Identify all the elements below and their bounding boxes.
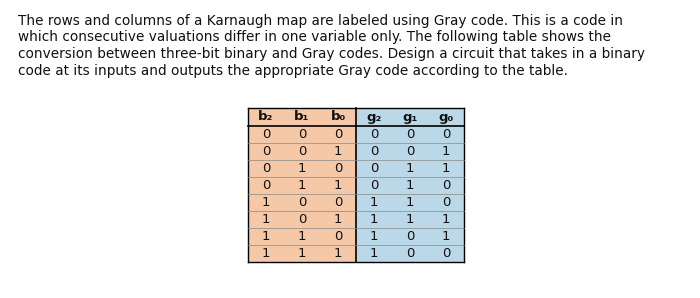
Text: 0: 0 — [442, 196, 450, 209]
Text: 1: 1 — [370, 196, 378, 209]
Text: 1: 1 — [442, 145, 450, 158]
Text: 1: 1 — [370, 213, 378, 226]
Text: 1: 1 — [334, 179, 342, 192]
Text: 0: 0 — [334, 196, 342, 209]
Text: 0: 0 — [370, 145, 378, 158]
Text: g₂: g₂ — [366, 111, 382, 123]
Text: 0: 0 — [406, 145, 414, 158]
Text: 1: 1 — [334, 247, 342, 260]
Text: 1: 1 — [406, 162, 414, 175]
Text: 1: 1 — [334, 213, 342, 226]
Text: 1: 1 — [262, 230, 270, 243]
Text: 0: 0 — [370, 128, 378, 141]
Text: conversion between three-bit binary and Gray codes. Design a circuit that takes : conversion between three-bit binary and … — [18, 47, 645, 61]
Text: 0: 0 — [298, 145, 306, 158]
Text: 0: 0 — [262, 162, 270, 175]
Text: 0: 0 — [334, 162, 342, 175]
Text: 1: 1 — [370, 230, 378, 243]
Bar — [248, 108, 356, 262]
Text: The rows and columns of a Karnaugh map are labeled using Gray code. This is a co: The rows and columns of a Karnaugh map a… — [18, 14, 623, 28]
Text: 0: 0 — [406, 247, 414, 260]
Text: 0: 0 — [442, 128, 450, 141]
Text: g₁: g₁ — [402, 111, 418, 123]
Text: 0: 0 — [370, 162, 378, 175]
Text: 0: 0 — [298, 196, 306, 209]
Text: 0: 0 — [442, 247, 450, 260]
Bar — [356, 108, 464, 262]
Text: b₀: b₀ — [330, 111, 346, 123]
Text: 0: 0 — [370, 179, 378, 192]
Text: b₁: b₁ — [294, 111, 309, 123]
Text: 0: 0 — [406, 230, 414, 243]
Text: g₀: g₀ — [438, 111, 454, 123]
Text: 0: 0 — [406, 128, 414, 141]
Text: which consecutive valuations differ in one variable only. The following table sh: which consecutive valuations differ in o… — [18, 30, 611, 44]
Text: 1: 1 — [406, 213, 414, 226]
Text: 0: 0 — [262, 179, 270, 192]
Text: 0: 0 — [298, 128, 306, 141]
Text: 1: 1 — [406, 196, 414, 209]
Text: 1: 1 — [298, 230, 307, 243]
Text: 0: 0 — [334, 128, 342, 141]
Text: 1: 1 — [442, 162, 450, 175]
Text: 0: 0 — [334, 230, 342, 243]
Text: b₂: b₂ — [258, 111, 274, 123]
Text: 1: 1 — [298, 179, 307, 192]
Text: 0: 0 — [298, 213, 306, 226]
Text: 1: 1 — [442, 213, 450, 226]
Text: 1: 1 — [262, 213, 270, 226]
Text: 1: 1 — [262, 247, 270, 260]
Text: code at its inputs and outputs the appropriate Gray code according to the table.: code at its inputs and outputs the appro… — [18, 63, 568, 77]
Text: 0: 0 — [262, 145, 270, 158]
Text: 1: 1 — [442, 230, 450, 243]
Text: 0: 0 — [442, 179, 450, 192]
Text: 1: 1 — [370, 247, 378, 260]
Text: 0: 0 — [262, 128, 270, 141]
Text: 1: 1 — [298, 162, 307, 175]
Text: 1: 1 — [406, 179, 414, 192]
Text: 1: 1 — [334, 145, 342, 158]
Text: 1: 1 — [262, 196, 270, 209]
Text: 1: 1 — [298, 247, 307, 260]
